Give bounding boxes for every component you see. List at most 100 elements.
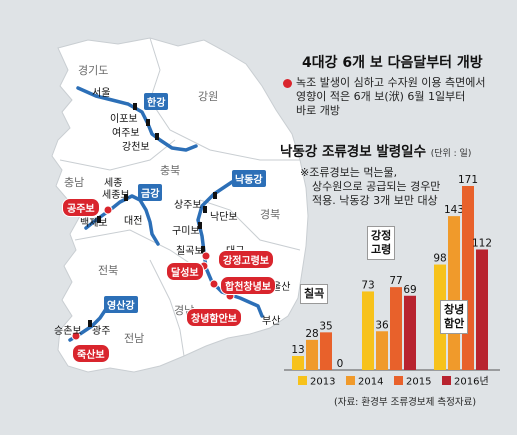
bar-value-label-0-2: 35	[319, 320, 332, 332]
bar-value-label-2-2: 171	[458, 174, 478, 186]
chart-unit: (단위 : 일)	[430, 149, 472, 159]
source: (자료: 환경부 조류경보제 측정자료)	[334, 397, 477, 408]
weir-badge-dalseong: 달성보	[166, 262, 204, 281]
city-ulsan: 울산	[272, 282, 291, 293]
weir-label-baekje: 백제보	[80, 218, 108, 229]
city-gwangju: 광주	[92, 326, 111, 337]
weir-marker-gangjeong	[201, 251, 211, 261]
region-gangwon: 강원	[198, 90, 219, 103]
category-box-1: 강정 고령	[367, 226, 396, 260]
river-label-yeongsan: 영산강	[104, 296, 138, 313]
geum-river	[84, 194, 160, 246]
weir-marker-gumi	[198, 222, 202, 229]
region-chungbuk: 충북	[160, 164, 181, 177]
chart-title-text: 낙동강 조류경보 발령일수	[280, 144, 427, 160]
bar-value-label-0-0: 13	[291, 344, 304, 356]
bar-value-label-2-1: 143	[444, 204, 464, 216]
chart-note-line-1: ※조류경보는 먹는물,	[300, 166, 398, 179]
weir-badge-gangjeong: 강정고령보	[218, 250, 274, 269]
bar-value-label-1-1: 36	[375, 319, 389, 331]
category-label-2-line1: 창녕	[444, 303, 465, 316]
category-label-1-line2: 고령	[371, 243, 392, 256]
chart-title: 낙동강 조류경보 발령일수 (단위 : 일)	[280, 140, 471, 160]
legend-label-0: 2013	[310, 377, 335, 388]
note-line-1: 녹조 발생이 심하고 수자원 이용 측면에서	[296, 76, 486, 89]
weir-label-sangju: 상주보	[174, 200, 202, 211]
weir-label-gumi: 구미보	[172, 226, 200, 237]
city-sejong: 세종	[104, 178, 123, 189]
bar-1-0	[362, 291, 374, 370]
note-line-2: 영향이 적은 6개 보(洑) 6월 1일부터	[296, 90, 466, 103]
province-borders	[59, 37, 301, 357]
weir-label-yeoju: 여주보	[112, 128, 140, 139]
weir-marker-gangcheon	[155, 133, 159, 140]
bar-value-label-1-0: 73	[361, 279, 374, 291]
legend-label-3: 2016년	[454, 376, 489, 388]
bar-value-label-1-3: 69	[403, 284, 416, 296]
region-jeonnam: 전남	[124, 332, 145, 345]
open-weir-legend-dot	[283, 79, 292, 88]
weir-badge-juksan: 죽산보	[72, 344, 110, 363]
region-gyeonggi: 경기도	[78, 64, 109, 77]
weir-marker-sejong	[124, 194, 128, 201]
chart-note-line-3: 적용. 낙동강 3개 보만 대상	[312, 194, 438, 207]
bar-1-2	[390, 287, 402, 370]
bar-value-label-0-1: 28	[305, 328, 318, 340]
category-box-0: 칠곡	[300, 284, 329, 304]
bar-value-label-1-2: 77	[389, 275, 402, 287]
weir-marker-gongju	[103, 205, 113, 215]
region-chungnam: 충남	[64, 176, 85, 189]
weir-marker-chilgok	[201, 246, 205, 253]
weir-marker-juksan	[71, 331, 81, 341]
note-line-3: 바로 개방	[296, 104, 340, 117]
weir-marker-hapcheon	[209, 279, 219, 289]
weir-badge-hapcheon: 합천창녕보	[220, 276, 276, 295]
category-box-2: 창녕 함안	[440, 300, 469, 334]
weir-markers	[88, 103, 217, 327]
city-daejeon: 대전	[124, 216, 143, 227]
weir-marker-nakdan	[203, 206, 207, 213]
legend-swatch-1	[346, 376, 355, 385]
weir-label-seungchon: 승촌보	[54, 326, 82, 337]
legend-label-1: 2014	[358, 377, 383, 388]
weir-label-ipo: 이포보	[110, 114, 138, 125]
category-label-0-line1: 칠곡	[304, 287, 325, 300]
bar-1-1	[376, 331, 388, 370]
category-label-2-line2: 함안	[444, 317, 465, 330]
region-jeonbuk: 전북	[98, 264, 119, 277]
weir-badge-gongju: 공주보	[62, 198, 100, 217]
bar-value-label-2-3: 112	[472, 237, 492, 249]
region-gyeongbuk: 경북	[260, 208, 281, 221]
bar-0-2	[320, 332, 332, 370]
city-seoul: 서울	[92, 88, 111, 99]
weir-marker-sangju	[213, 192, 217, 199]
bar-value-label-0-3: 0	[337, 358, 344, 370]
category-label-1-line1: 강정	[371, 229, 392, 242]
bar-2-3	[476, 249, 488, 370]
chart-note-line-2: 상수원으로 공급되는 경우만	[312, 180, 441, 193]
bar-0-0	[292, 356, 304, 370]
river-label-nakdong: 낙동강	[232, 170, 266, 187]
weir-marker-baekje	[97, 216, 101, 223]
bar-0-1	[306, 339, 318, 370]
legend-swatch-0	[298, 376, 307, 385]
weir-label-sejong: 세종보	[102, 190, 130, 201]
bar-2-1	[448, 216, 460, 370]
weir-label-gangcheon: 강천보	[122, 142, 150, 153]
weir-marker-seungchon	[88, 320, 92, 327]
main-title: 4대강 6개 보 다음달부터 개방	[302, 55, 483, 71]
legend-swatch-3	[442, 376, 451, 385]
weir-badge-changnyeong: 창녕함안보	[186, 308, 242, 327]
legend-swatch-2	[394, 376, 403, 385]
bar-2-2	[462, 186, 474, 370]
weir-label-chilgok: 칠곡보	[176, 246, 204, 257]
open-weir-markers	[71, 205, 235, 341]
weir-marker-ipo	[133, 103, 137, 110]
bar-value-label-2-0: 98	[433, 253, 446, 265]
bar-1-3	[404, 295, 416, 370]
river-label-geum: 금강	[138, 184, 163, 201]
city-busan: 부산	[262, 316, 281, 327]
weir-marker-yeoju	[146, 119, 150, 126]
